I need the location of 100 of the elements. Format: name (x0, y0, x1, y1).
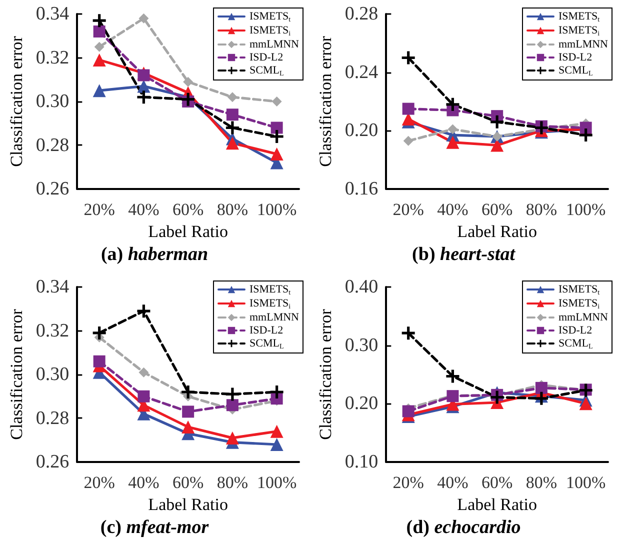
point (490, 115, 504, 128)
y-tick-label: 0.30 (344, 334, 378, 356)
legend-label: ISD-L2 (558, 52, 592, 64)
legend-label: ISD-L2 (250, 324, 284, 336)
text: (a) haberman (100, 244, 208, 265)
y-tick-label: 0.34 (36, 4, 70, 24)
point (138, 69, 150, 82)
point (446, 370, 460, 383)
point (226, 388, 239, 401)
y-tick-label: 0.28 (344, 4, 378, 24)
x-tick-label: 100% (256, 473, 297, 492)
y-tick-label: 0.30 (36, 91, 70, 112)
x-tick-label: 80% (526, 473, 558, 492)
point (402, 112, 415, 126)
legend-label: mmLMNN (250, 312, 300, 324)
x-tick-label: 80% (216, 473, 248, 492)
x-tick-label: 40% (128, 473, 160, 492)
point (226, 108, 238, 121)
x-tick-label: 20% (84, 200, 115, 219)
point (227, 92, 238, 102)
text: (b) heart-stat (412, 244, 516, 265)
legend-label: mmLMNN (250, 38, 300, 50)
legend-label: ISD-L2 (558, 324, 592, 336)
point (226, 431, 239, 444)
point (448, 124, 458, 134)
x-tick-label: 40% (128, 200, 160, 219)
x-tick-label: 100% (566, 473, 606, 492)
point (490, 390, 504, 404)
point (92, 53, 106, 66)
point (270, 130, 284, 143)
point (182, 420, 195, 434)
point (446, 136, 460, 149)
point (226, 399, 238, 412)
point (226, 121, 239, 134)
y-axis-title: Classification error (7, 36, 26, 167)
text: (c) mfeat-mor (100, 517, 210, 538)
y-axis-title: Classification error (316, 36, 335, 167)
x-tick-label: 20% (392, 200, 424, 219)
x-tick-label: 40% (437, 473, 468, 492)
text: (d) echocardio (406, 517, 521, 538)
point (402, 326, 415, 340)
x-tick-label: 80% (216, 200, 248, 219)
y-axis-title: Classification error (7, 308, 26, 440)
x-tick-label: 100% (256, 200, 297, 219)
y-tick-label: 0.34 (36, 276, 70, 298)
point (270, 122, 283, 134)
point (402, 405, 414, 418)
point (93, 26, 106, 38)
point (183, 76, 194, 87)
y-tick-label: 0.28 (36, 408, 70, 429)
y-tick-label: 0.20 (344, 393, 378, 414)
y-tick-label: 0.40 (344, 276, 378, 298)
y-tick-label: 0.16 (344, 178, 378, 200)
point (93, 355, 106, 368)
x-tick-label: 20% (392, 473, 424, 492)
point (272, 96, 282, 106)
point (137, 90, 150, 104)
point (270, 438, 284, 451)
x-axis-title: Label Ratio (457, 222, 537, 241)
point (226, 136, 239, 150)
point (270, 424, 284, 438)
x-tick-label: 20% (84, 473, 115, 492)
point (270, 148, 284, 160)
y-tick-label: 0.20 (344, 120, 378, 142)
point (402, 51, 415, 64)
point (579, 128, 592, 142)
point (182, 406, 194, 418)
legend-label: mmLMNN (558, 38, 608, 50)
x-tick-label: 40% (437, 200, 468, 219)
point (137, 304, 150, 318)
x-tick-label: 60% (481, 200, 513, 219)
x-tick-label: 100% (566, 200, 606, 219)
point (402, 102, 414, 115)
point (579, 397, 592, 410)
point (92, 326, 106, 340)
legend-label: mmLMNN (558, 312, 608, 324)
x-axis-title: Label Ratio (148, 494, 228, 514)
y-axis-title: Classification error (316, 308, 335, 440)
point (138, 390, 150, 402)
y-tick-label: 0.24 (344, 62, 379, 83)
point (92, 84, 106, 98)
x-axis-title: Label Ratio (148, 222, 228, 241)
point (535, 382, 548, 394)
y-tick-label: 0.30 (36, 364, 70, 385)
y-tick-label: 0.10 (344, 452, 378, 472)
point (403, 136, 414, 146)
x-tick-label: 80% (526, 200, 558, 219)
y-tick-label: 0.32 (36, 320, 70, 342)
y-tick-label: 0.32 (36, 47, 70, 68)
x-axis-title: Label Ratio (457, 494, 537, 514)
point (138, 13, 149, 24)
point (270, 386, 284, 398)
y-tick-label: 0.28 (36, 134, 70, 156)
x-tick-label: 60% (172, 473, 204, 492)
point (446, 98, 460, 111)
point (138, 367, 149, 378)
point (490, 138, 504, 152)
y-tick-label: 0.26 (36, 452, 70, 472)
point (94, 42, 104, 52)
point (92, 14, 106, 28)
